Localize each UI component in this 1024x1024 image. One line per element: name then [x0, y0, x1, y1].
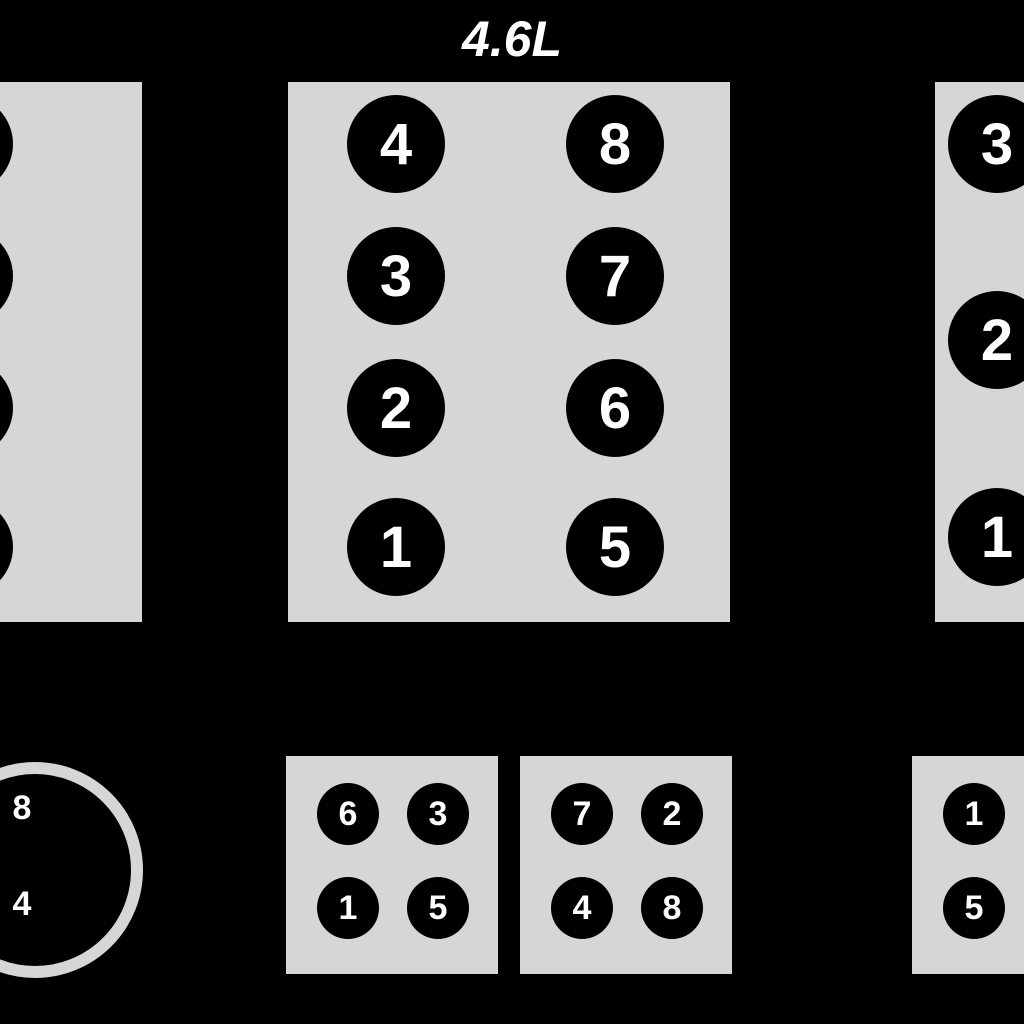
- cylinder-2: 2: [641, 783, 703, 845]
- cylinder-5: 5: [943, 877, 1005, 939]
- cylinder-8: 8: [566, 95, 664, 193]
- cylinder-8: 8: [0, 95, 13, 193]
- cylinder-6: 6: [0, 359, 13, 457]
- cylinder-5: 5: [0, 498, 13, 596]
- cylinder-7: 7: [551, 783, 613, 845]
- engine-block-bottom-right: 15: [912, 756, 1024, 974]
- cylinder-1: 1: [943, 783, 1005, 845]
- engine-block-bottom-center-right: 7248: [520, 756, 732, 974]
- cylinder-5: 5: [407, 877, 469, 939]
- cylinder-5: 5: [566, 498, 664, 596]
- cylinder-1: 1: [347, 498, 445, 596]
- engine-block-top-center: 4 8 3 7 2 6 1 5: [288, 82, 730, 622]
- cylinder-2: 2: [948, 291, 1024, 389]
- engine-block-top-right: 3 2 1: [935, 82, 1024, 622]
- cylinder-7: 7: [566, 227, 664, 325]
- cylinder-3: 3: [347, 227, 445, 325]
- cylinder-6: 6: [317, 783, 379, 845]
- cylinder-2: 2: [347, 359, 445, 457]
- engine-block-bottom-center-left: 6315: [286, 756, 498, 974]
- cylinder-3: 3: [948, 95, 1024, 193]
- cylinder-6: 6: [566, 359, 664, 457]
- cylinder-7: 7: [0, 227, 13, 325]
- cylinder-1: 1: [948, 488, 1024, 586]
- cylinder-8: 8: [641, 877, 703, 939]
- cylinder-4: 4: [551, 877, 613, 939]
- cylinder-1: 1: [317, 877, 379, 939]
- cylinder-4: 4: [347, 95, 445, 193]
- engine-block-top-left: 8 7 6 5: [0, 82, 142, 622]
- diagram-stage: 4.6L876548372615321631572481584: [0, 0, 1024, 1024]
- engine-title: 4.6L: [400, 10, 624, 68]
- cylinder-3: 3: [407, 783, 469, 845]
